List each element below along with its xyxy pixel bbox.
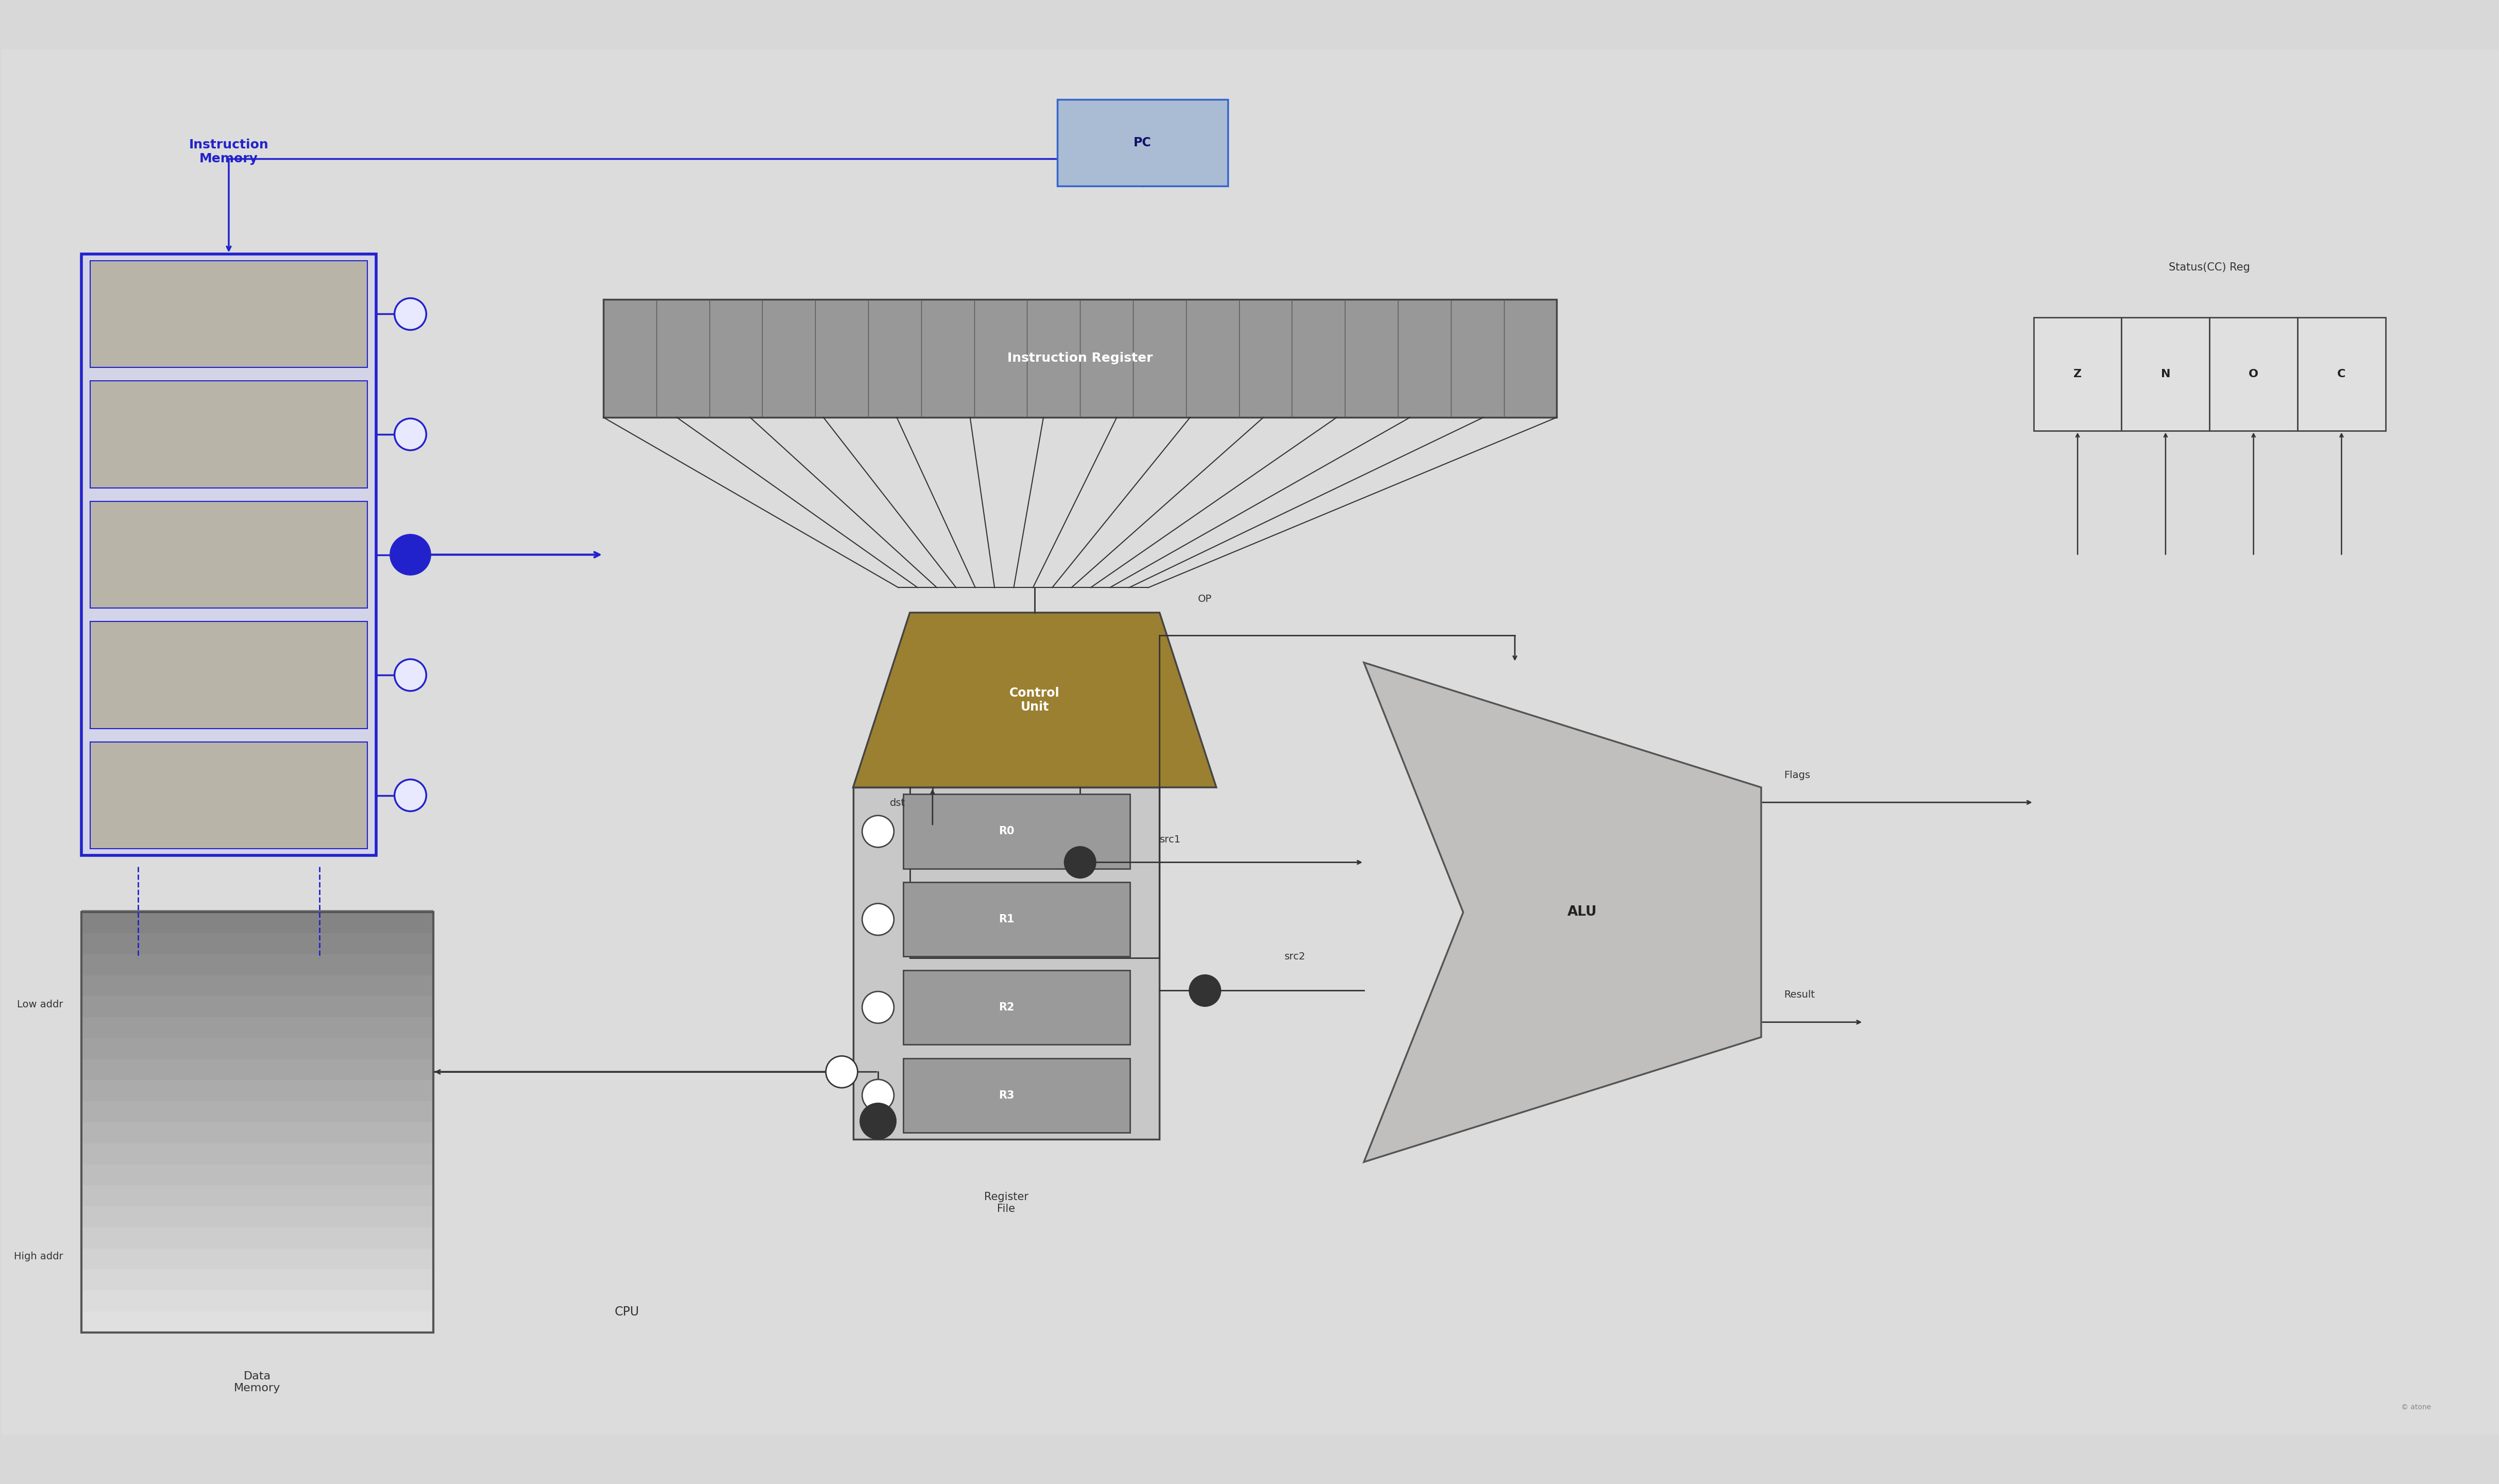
- FancyBboxPatch shape: [902, 794, 1130, 868]
- Text: dst: dst: [890, 798, 905, 809]
- FancyBboxPatch shape: [852, 788, 1160, 1140]
- Text: R2: R2: [1000, 1002, 1015, 1012]
- Circle shape: [395, 659, 427, 692]
- Circle shape: [862, 816, 895, 847]
- Text: Instruction
Memory: Instruction Memory: [190, 138, 267, 165]
- FancyBboxPatch shape: [902, 971, 1130, 1045]
- FancyBboxPatch shape: [80, 1183, 432, 1206]
- FancyBboxPatch shape: [1057, 99, 1227, 185]
- FancyBboxPatch shape: [80, 953, 432, 975]
- Circle shape: [1190, 975, 1222, 1006]
- FancyBboxPatch shape: [80, 1141, 432, 1165]
- FancyBboxPatch shape: [80, 254, 377, 855]
- FancyBboxPatch shape: [80, 1224, 432, 1248]
- FancyBboxPatch shape: [90, 381, 367, 488]
- Circle shape: [395, 539, 427, 570]
- Text: CPU: CPU: [615, 1306, 640, 1318]
- Circle shape: [825, 1057, 857, 1088]
- Text: C: C: [2337, 370, 2347, 380]
- Text: Z: Z: [2074, 370, 2082, 380]
- FancyBboxPatch shape: [2122, 318, 2209, 430]
- Text: N: N: [2162, 370, 2169, 380]
- FancyBboxPatch shape: [90, 742, 367, 849]
- FancyBboxPatch shape: [90, 622, 367, 729]
- Text: src1: src1: [1160, 834, 1180, 844]
- Text: High addr: High addr: [15, 1252, 62, 1261]
- FancyBboxPatch shape: [90, 261, 367, 368]
- FancyBboxPatch shape: [80, 1288, 432, 1312]
- Polygon shape: [852, 613, 1217, 788]
- FancyBboxPatch shape: [80, 1036, 432, 1060]
- FancyBboxPatch shape: [2209, 318, 2297, 430]
- Text: Flags: Flags: [1784, 770, 1809, 781]
- Text: Status(CC) Reg: Status(CC) Reg: [2169, 263, 2249, 273]
- FancyBboxPatch shape: [80, 1309, 432, 1333]
- FancyBboxPatch shape: [902, 1058, 1130, 1132]
- FancyBboxPatch shape: [80, 974, 432, 996]
- Text: Result: Result: [1784, 990, 1814, 1000]
- FancyBboxPatch shape: [90, 502, 367, 608]
- Text: Data
Memory: Data Memory: [235, 1371, 280, 1393]
- Circle shape: [395, 779, 427, 812]
- FancyBboxPatch shape: [902, 881, 1130, 957]
- Text: Control
Unit: Control Unit: [1010, 687, 1060, 714]
- Text: R3: R3: [1000, 1091, 1015, 1101]
- Polygon shape: [1364, 662, 1762, 1162]
- Circle shape: [862, 904, 895, 935]
- Text: PC: PC: [1135, 137, 1152, 148]
- FancyBboxPatch shape: [80, 1247, 432, 1269]
- Text: R1: R1: [1000, 914, 1015, 925]
- FancyBboxPatch shape: [80, 1100, 432, 1122]
- FancyBboxPatch shape: [80, 1015, 432, 1039]
- Text: Register
File: Register File: [985, 1192, 1030, 1214]
- FancyBboxPatch shape: [80, 1267, 432, 1290]
- FancyBboxPatch shape: [80, 1077, 432, 1101]
- Circle shape: [1065, 846, 1097, 879]
- Circle shape: [395, 418, 427, 450]
- Circle shape: [390, 534, 430, 576]
- Text: © atone: © atone: [2402, 1404, 2432, 1411]
- FancyBboxPatch shape: [525, 272, 2409, 1362]
- FancyBboxPatch shape: [2, 49, 2499, 1435]
- FancyBboxPatch shape: [602, 300, 1557, 417]
- FancyBboxPatch shape: [2034, 318, 2122, 430]
- FancyBboxPatch shape: [80, 994, 432, 1017]
- Text: OP: OP: [1197, 594, 1212, 604]
- Text: R0: R0: [1000, 827, 1015, 837]
- Circle shape: [395, 298, 427, 329]
- FancyBboxPatch shape: [80, 910, 432, 933]
- Text: src2: src2: [1284, 951, 1304, 962]
- FancyBboxPatch shape: [80, 1204, 432, 1227]
- FancyBboxPatch shape: [2297, 318, 2387, 430]
- Text: Instruction Register: Instruction Register: [1007, 352, 1152, 365]
- FancyBboxPatch shape: [80, 1057, 432, 1080]
- Text: O: O: [2249, 370, 2259, 380]
- Circle shape: [862, 991, 895, 1024]
- Circle shape: [860, 1103, 897, 1140]
- Circle shape: [862, 1079, 895, 1112]
- Text: ALU: ALU: [1567, 905, 1597, 919]
- FancyBboxPatch shape: [80, 1162, 432, 1186]
- Text: Low addr: Low addr: [17, 1000, 62, 1009]
- FancyBboxPatch shape: [80, 930, 432, 954]
- FancyBboxPatch shape: [80, 1120, 432, 1143]
